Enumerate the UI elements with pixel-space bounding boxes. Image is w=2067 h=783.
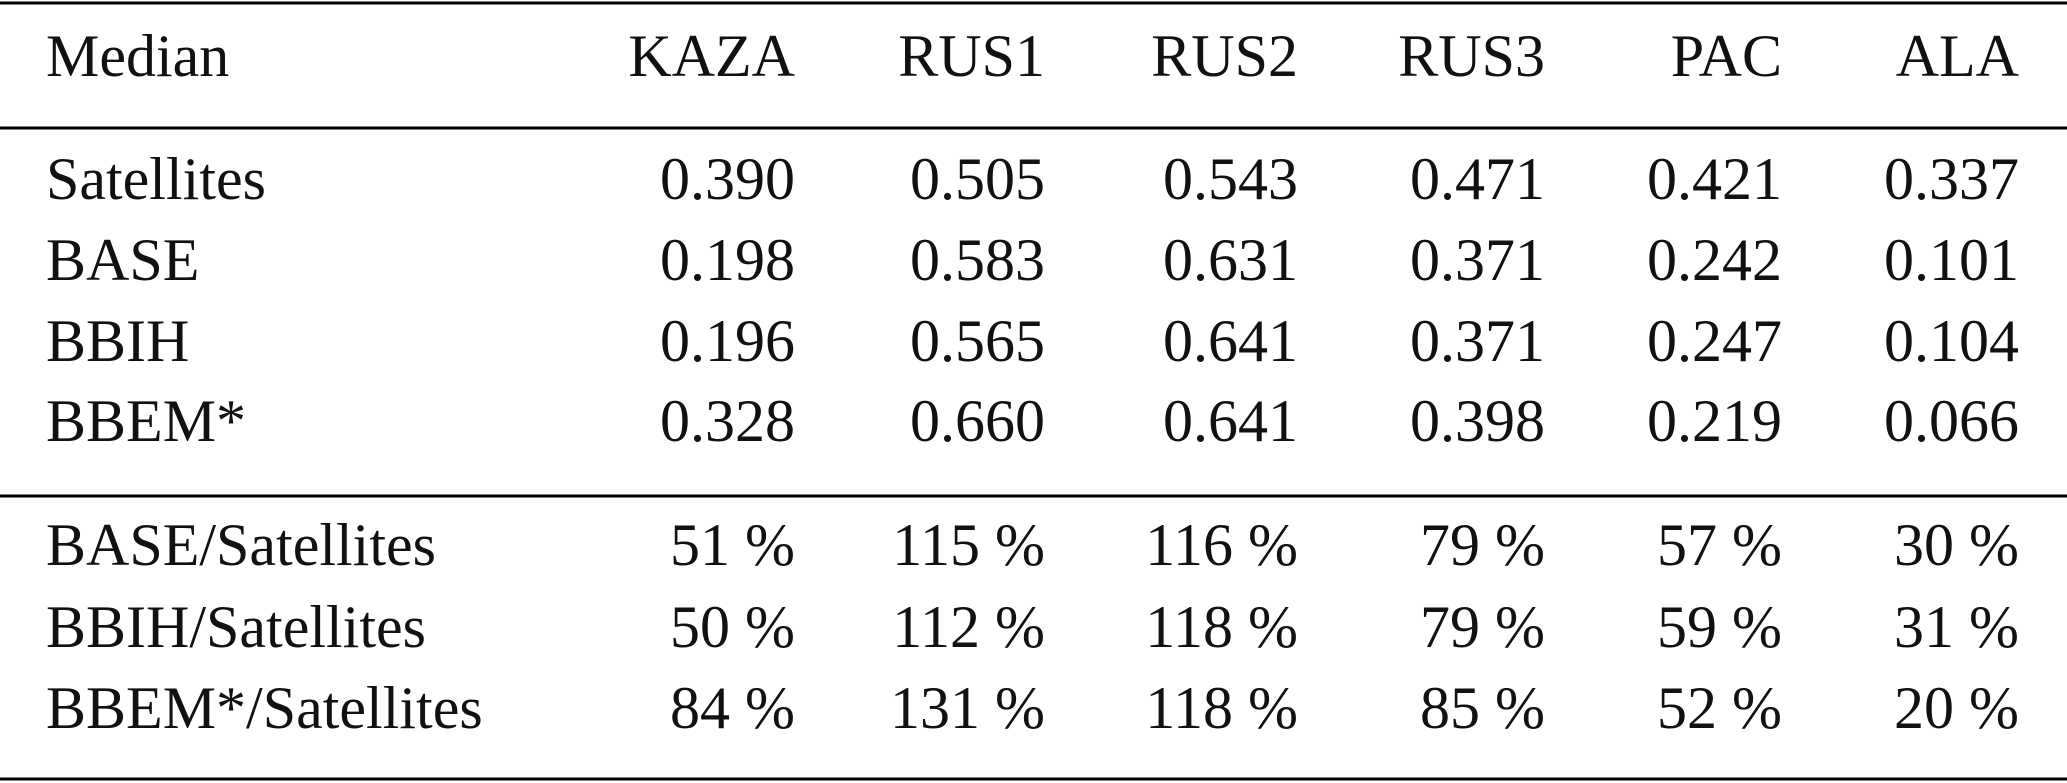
ratio-cell: 84 % [670, 675, 795, 741]
body-cell: 0.242 [1647, 227, 1782, 293]
ratio-cell: 115 % [892, 512, 1045, 578]
ratio-cell: 20 % [1894, 675, 2019, 741]
body-label: Satellites [46, 146, 266, 212]
body-cell: 0.421 [1647, 146, 1782, 212]
ratio-cell: 112 % [892, 594, 1045, 660]
body-cell: 0.328 [660, 388, 795, 454]
body-cell: 0.219 [1647, 388, 1782, 454]
body-label: BBIH [46, 308, 189, 374]
body-cell: 0.066 [1884, 388, 2019, 454]
body-cell: 0.660 [910, 388, 1045, 454]
body-cell: 0.583 [910, 227, 1045, 293]
body-cell: 0.631 [1163, 227, 1298, 293]
ratio-cell: 85 % [1420, 675, 1545, 741]
ratio-cell: 79 % [1420, 594, 1545, 660]
body-cell: 0.247 [1647, 308, 1782, 374]
header-label: Median [46, 23, 229, 89]
ratio-cell: 116 % [1145, 512, 1298, 578]
ratio-cell: 59 % [1657, 594, 1782, 660]
body-cell: 0.371 [1410, 227, 1545, 293]
body-label: BASE [46, 227, 199, 293]
ratio-cell: 131 % [890, 675, 1045, 741]
body-cell: 0.198 [660, 227, 795, 293]
body-cell: 0.104 [1884, 308, 2019, 374]
ratio-cell: 118 % [1145, 675, 1298, 741]
body-cell: 0.471 [1410, 146, 1545, 212]
header-cell: ALA [1896, 23, 2019, 89]
body-cell: 0.337 [1884, 146, 2019, 212]
header-cell: PAC [1671, 23, 1782, 89]
body-cell: 0.390 [660, 146, 795, 212]
body-cell: 0.641 [1163, 388, 1298, 454]
body-cell: 0.565 [910, 308, 1045, 374]
body-cell: 0.505 [910, 146, 1045, 212]
body-cell: 0.398 [1410, 388, 1545, 454]
ratio-cell: 79 % [1420, 512, 1545, 578]
ratio-cell: 31 % [1894, 594, 2019, 660]
header-cell: KAZA [628, 23, 795, 89]
body-cell: 0.196 [660, 308, 795, 374]
body-cell: 0.543 [1163, 146, 1298, 212]
body-label: BBEM* [46, 388, 246, 454]
ratio-cell: 57 % [1657, 512, 1782, 578]
body-cell: 0.371 [1410, 308, 1545, 374]
body-cell: 0.641 [1163, 308, 1298, 374]
body-cell: 0.101 [1884, 227, 2019, 293]
header-cell: RUS3 [1398, 23, 1545, 89]
ratio-cell: 118 % [1145, 594, 1298, 660]
ratio-label: BBEM*/Satellites [46, 675, 483, 741]
header-cell: RUS2 [1151, 23, 1298, 89]
ratio-cell: 51 % [670, 512, 795, 578]
header-cell: RUS1 [898, 23, 1045, 89]
ratio-cell: 30 % [1894, 512, 2019, 578]
ratio-cell: 52 % [1657, 675, 1782, 741]
ratio-label: BBIH/Satellites [46, 594, 426, 660]
ratio-cell: 50 % [670, 594, 795, 660]
ratio-label: BASE/Satellites [46, 512, 436, 578]
